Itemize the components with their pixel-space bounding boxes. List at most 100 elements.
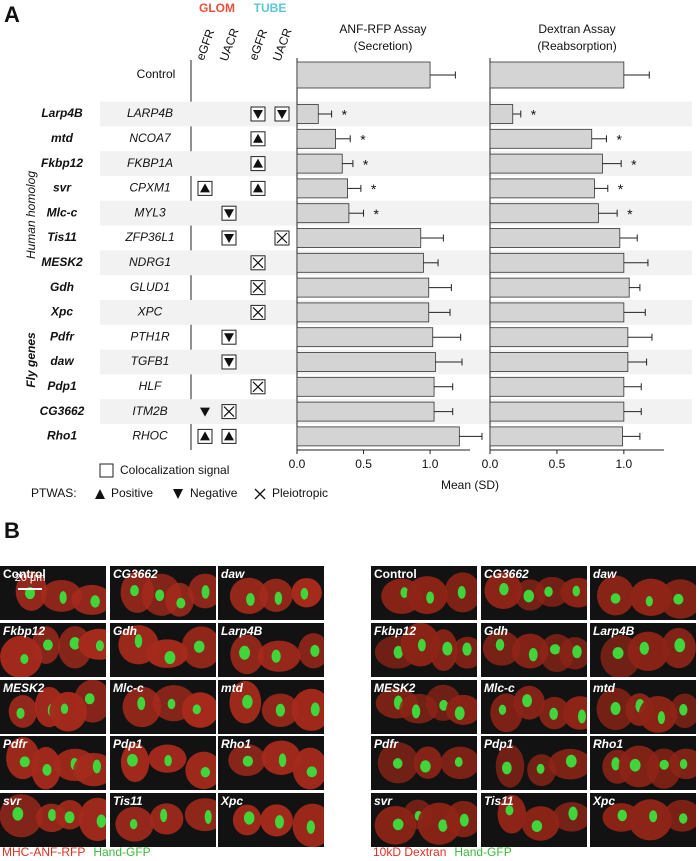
- row-label: CG3662: [40, 404, 85, 418]
- row-label: Xpc: [50, 305, 73, 319]
- ptwas-pleiotropic: [252, 257, 264, 269]
- panel-gene-label: Rho1: [221, 737, 251, 751]
- bar: [489, 277, 630, 298]
- ptwas-negative: [224, 333, 234, 343]
- x-tick-label: 0.0: [289, 457, 306, 471]
- bar: [296, 252, 424, 273]
- error-bar: [434, 383, 454, 391]
- bar: [296, 401, 435, 422]
- panel-gene-label: Xpc: [220, 794, 243, 808]
- error-bar: [623, 383, 642, 391]
- panel-gene-label: Pdp1: [484, 737, 514, 751]
- row-label: Mlc-c: [47, 205, 78, 219]
- scale-bar-label: 20 μm: [15, 572, 46, 584]
- bar: [296, 178, 348, 199]
- error-bar: [627, 358, 648, 366]
- panel-gene-label: Fkbp12: [374, 624, 416, 638]
- column-label: eGFR: [193, 27, 217, 62]
- legend-symbol: [95, 489, 105, 499]
- panel-gene-label: CG3662: [113, 567, 158, 581]
- micrograph: [110, 793, 216, 847]
- bar: [296, 426, 460, 447]
- side-label: Human homolog: [24, 171, 38, 259]
- micrograph: [371, 736, 477, 790]
- error-bar: [512, 110, 522, 118]
- micrograph: [0, 793, 106, 847]
- column-label: UACR: [270, 26, 295, 63]
- bar: [489, 228, 621, 248]
- panel-gene-label: mtd: [593, 681, 616, 695]
- micrograph: [218, 793, 324, 847]
- x-tick-label: 1.0: [616, 457, 633, 471]
- bar: [296, 153, 343, 174]
- ptwas-positive: [200, 183, 210, 193]
- error-bar: [428, 284, 452, 292]
- significance: *: [627, 206, 633, 222]
- error-bar: [622, 432, 641, 440]
- legend-label: Positive: [111, 486, 153, 500]
- significance: *: [374, 206, 380, 222]
- panel-gene-label: svr: [3, 794, 22, 808]
- bar: [489, 252, 625, 273]
- human-homolog: NDRG1: [129, 255, 171, 269]
- error-bar: [430, 71, 456, 79]
- panel-label: B: [4, 518, 20, 543]
- panel-gene-label: CG3662: [484, 567, 529, 581]
- x-tick-label: 0.5: [549, 457, 566, 471]
- micrograph: [590, 680, 696, 734]
- chart-title: Dextran Assay: [538, 22, 615, 36]
- human-homolog: PTH1R: [130, 329, 170, 343]
- ptwas-positive: [253, 133, 263, 143]
- error-bar: [623, 308, 646, 316]
- panel-gene-label: Control: [3, 567, 46, 581]
- ptwas-negative: [277, 110, 287, 119]
- error-bar: [428, 308, 451, 316]
- micrograph: [371, 680, 477, 734]
- row-band: [100, 101, 692, 127]
- bar: [489, 178, 595, 199]
- bar: [489, 426, 623, 447]
- bar: [296, 277, 430, 298]
- column-label: UACR: [217, 26, 242, 63]
- error-bar: [629, 284, 641, 292]
- error-bar: [623, 408, 642, 416]
- x-tick-label: 0.5: [355, 457, 372, 471]
- panel-gene-label: MESK2: [3, 681, 45, 695]
- human-homolog: RHOC: [132, 429, 168, 443]
- panel-gene-label: Tis11: [113, 794, 143, 808]
- legend-symbol: [254, 488, 266, 500]
- bar: [296, 104, 319, 124]
- bar: [489, 203, 599, 224]
- panel-gene-label: Gdh: [113, 624, 137, 638]
- panel-gene-label: Rho1: [593, 737, 623, 751]
- caption: Hand-GFP: [454, 845, 511, 859]
- bar: [489, 153, 603, 174]
- error-bar: [318, 110, 333, 118]
- legend-label: PTWAS:: [31, 486, 77, 500]
- error-bar: [435, 358, 463, 366]
- ptwas-positive: [253, 183, 263, 193]
- panel-gene-label: Mlc-c: [113, 681, 144, 695]
- human-homolog: LARP4B: [127, 106, 173, 120]
- human-homolog: CPXM1: [129, 181, 170, 195]
- row-label: Larp4B: [41, 106, 83, 120]
- row-label: svr: [53, 181, 72, 195]
- chart-subtitle: (Reabsorption): [537, 39, 616, 53]
- ptwas-negative: [253, 110, 263, 119]
- chart-subtitle: (Secretion): [354, 39, 413, 53]
- significance: *: [618, 181, 624, 197]
- error-bar: [335, 135, 351, 143]
- bar: [489, 401, 625, 422]
- micrograph: [0, 623, 106, 677]
- human-homolog: XPC: [137, 305, 163, 319]
- row-label: Fkbp12: [41, 156, 83, 170]
- error-bar: [594, 184, 609, 192]
- micrograph: [110, 736, 216, 790]
- micrograph: [371, 566, 477, 620]
- significance: *: [531, 107, 537, 123]
- error-bar: [598, 209, 618, 217]
- micrograph: [481, 793, 587, 847]
- ptwas-positive: [200, 431, 210, 441]
- bar: [296, 352, 436, 372]
